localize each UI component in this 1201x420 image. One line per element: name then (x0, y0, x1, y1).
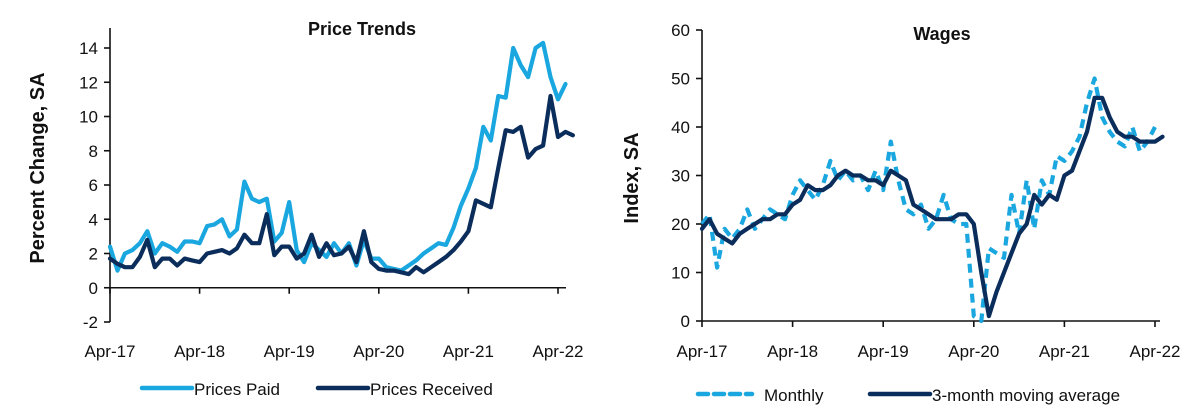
series-group (699, 76, 1165, 324)
x-tick-label: Apr-19 (264, 342, 315, 361)
legend-label-monthly: Monthly (764, 386, 824, 405)
chart-title: Price Trends (308, 19, 416, 39)
x-tick-label: Apr-21 (443, 342, 494, 361)
y-axis-label: Percent Change, SA (27, 72, 49, 263)
y-tick-label: 4 (89, 210, 98, 229)
series-line-monthly (700, 76, 1157, 324)
y-tick-label: 30 (671, 167, 690, 186)
y-tick-label: 14 (79, 39, 98, 58)
x-tick-label: Apr-22 (1129, 342, 1180, 361)
x-axis: Apr-17 Apr-18 Apr-19 Apr-20 Apr-21 Apr-22 (84, 286, 584, 361)
x-tick-label: Apr-20 (948, 342, 999, 361)
x-tick-label: Apr-17 (676, 342, 727, 361)
legend-label-prices-paid: Prices Paid (194, 380, 280, 399)
y-axis-label: Index, SA (621, 132, 643, 223)
y-tick-label: 20 (671, 215, 690, 234)
y-tick-label: 2 (89, 245, 98, 264)
legend-label-moving-average: 3-month moving average (932, 386, 1120, 405)
y-tick-label: 12 (79, 73, 98, 92)
x-tick-label: Apr-21 (1039, 342, 1090, 361)
x-axis: Apr-17 Apr-18 Apr-19 Apr-20 Apr-21 Apr-22 (676, 320, 1181, 361)
x-tick-label: Apr-22 (532, 342, 583, 361)
y-tick-label: 8 (89, 142, 98, 161)
x-tick-label: Apr-18 (174, 342, 225, 361)
x-tick-label: Apr-18 (767, 342, 818, 361)
x-tick-label: Apr-19 (858, 342, 909, 361)
y-tick-label: 0 (89, 279, 98, 298)
legend: Prices Paid Prices Received (139, 380, 493, 399)
series-group (107, 40, 576, 277)
y-axis: -2 0 2 4 6 8 10 12 14 (79, 28, 111, 332)
series-line-prices-received (107, 93, 576, 277)
legend: Monthly 3-month moving average (695, 386, 1120, 405)
series-line-prices-paid (107, 40, 568, 273)
y-tick-label: 10 (79, 108, 98, 127)
y-tick-label: 40 (671, 118, 690, 137)
x-tick-label: Apr-20 (353, 342, 404, 361)
y-tick-label: 60 (671, 21, 690, 40)
y-tick-label: 10 (671, 264, 690, 283)
y-tick-label: 6 (89, 176, 98, 195)
y-tick-label: 0 (681, 312, 690, 331)
chart-title: Wages (913, 24, 970, 44)
series-line-3-month-moving-average (699, 95, 1165, 319)
y-axis: 0 10 20 30 40 50 60 (671, 21, 703, 331)
legend-label-prices-received: Prices Received (370, 380, 493, 399)
y-tick-label: -2 (83, 313, 98, 332)
price-trends-chart: Price Trends Percent Change, SA -2 0 2 4 6 8 1… (27, 19, 584, 399)
x-tick-label: Apr-17 (84, 342, 135, 361)
y-tick-label: 50 (671, 70, 690, 89)
